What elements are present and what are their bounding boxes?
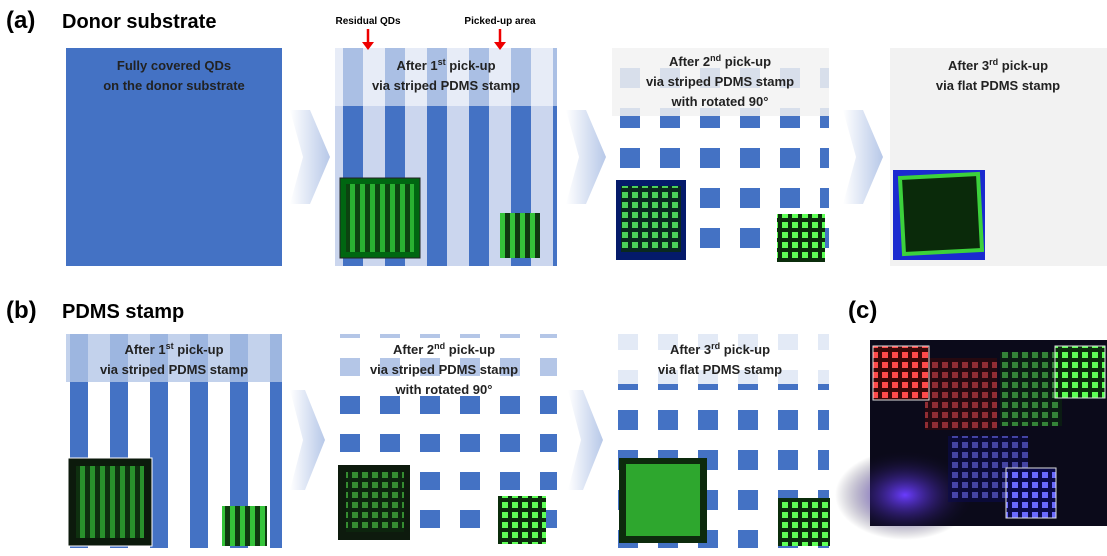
heading-text: After 2 — [393, 342, 434, 357]
photo — [1006, 468, 1056, 518]
step-heading: After 3rd pick-up — [670, 341, 770, 357]
photo — [346, 184, 414, 252]
heading-sup: st — [438, 57, 446, 67]
heading-sup: rd — [989, 57, 998, 67]
caption-overlay — [335, 48, 557, 106]
qd-photo — [835, 340, 1107, 540]
photo — [777, 214, 825, 262]
photo — [621, 186, 681, 252]
panel-label: (a) — [6, 7, 35, 34]
step-caption: via striped PDMS stamp — [646, 74, 794, 89]
heading-sup: nd — [434, 341, 445, 351]
step-caption: via striped PDMS stamp — [370, 362, 518, 377]
heading-text: pick-up — [445, 342, 495, 357]
process-arrow — [290, 390, 325, 490]
panel-label: (b) — [6, 297, 37, 324]
photo — [873, 346, 929, 400]
photo — [925, 358, 997, 430]
photo — [346, 472, 404, 532]
photo — [222, 506, 267, 546]
heading-text: pick-up — [721, 54, 771, 69]
heading-text: After 1 — [124, 342, 165, 357]
step-heading: After 1st pick-up — [396, 57, 495, 73]
step-heading: After 3rd pick-up — [948, 57, 1048, 73]
step-caption: via striped PDMS stamp — [372, 78, 520, 93]
step-caption: via striped PDMS stamp — [100, 362, 248, 377]
photo — [1000, 352, 1062, 426]
photo — [76, 466, 144, 538]
photo — [900, 174, 982, 254]
heading-text: pick-up — [446, 58, 496, 73]
heading-sup: st — [166, 341, 174, 351]
annotation: Picked-up area — [464, 16, 536, 27]
process-arrow — [843, 110, 883, 204]
photo — [626, 464, 700, 536]
heading-text: After 3 — [948, 58, 989, 73]
heading-text: After 1 — [396, 58, 437, 73]
heading-sup: nd — [710, 53, 721, 63]
photo — [1055, 346, 1105, 398]
heading-text: pick-up — [174, 342, 224, 357]
photo — [778, 498, 830, 546]
photo — [500, 213, 540, 258]
step-heading: After 1st pick-up — [124, 341, 223, 357]
process-arrow — [290, 110, 330, 204]
heading-text: pick-up — [998, 58, 1048, 73]
panel-label: (c) — [848, 297, 877, 324]
step-caption: via flat PDMS stamp — [658, 362, 782, 377]
step-caption: with rotated 90° — [395, 382, 493, 397]
heading-text: After 3 — [670, 342, 711, 357]
step-caption: with rotated 90° — [671, 94, 769, 109]
process-arrow — [568, 390, 603, 490]
step-caption: via flat PDMS stamp — [936, 78, 1060, 93]
heading-text: After 2 — [669, 54, 710, 69]
heading-text: pick-up — [720, 342, 770, 357]
step-caption: Fully covered QDs — [117, 58, 231, 73]
process-arrow — [566, 110, 606, 204]
panel-title: Donor substrate — [62, 11, 216, 33]
heading-sup: rd — [711, 341, 720, 351]
figure: (a) Donor substrate (b) PDMS stamp (c) R… — [0, 0, 1107, 551]
step-caption: on the donor substrate — [103, 78, 245, 93]
panel-title: PDMS stamp — [62, 301, 184, 323]
annotation: Residual QDs — [335, 16, 400, 27]
photo — [498, 496, 546, 544]
